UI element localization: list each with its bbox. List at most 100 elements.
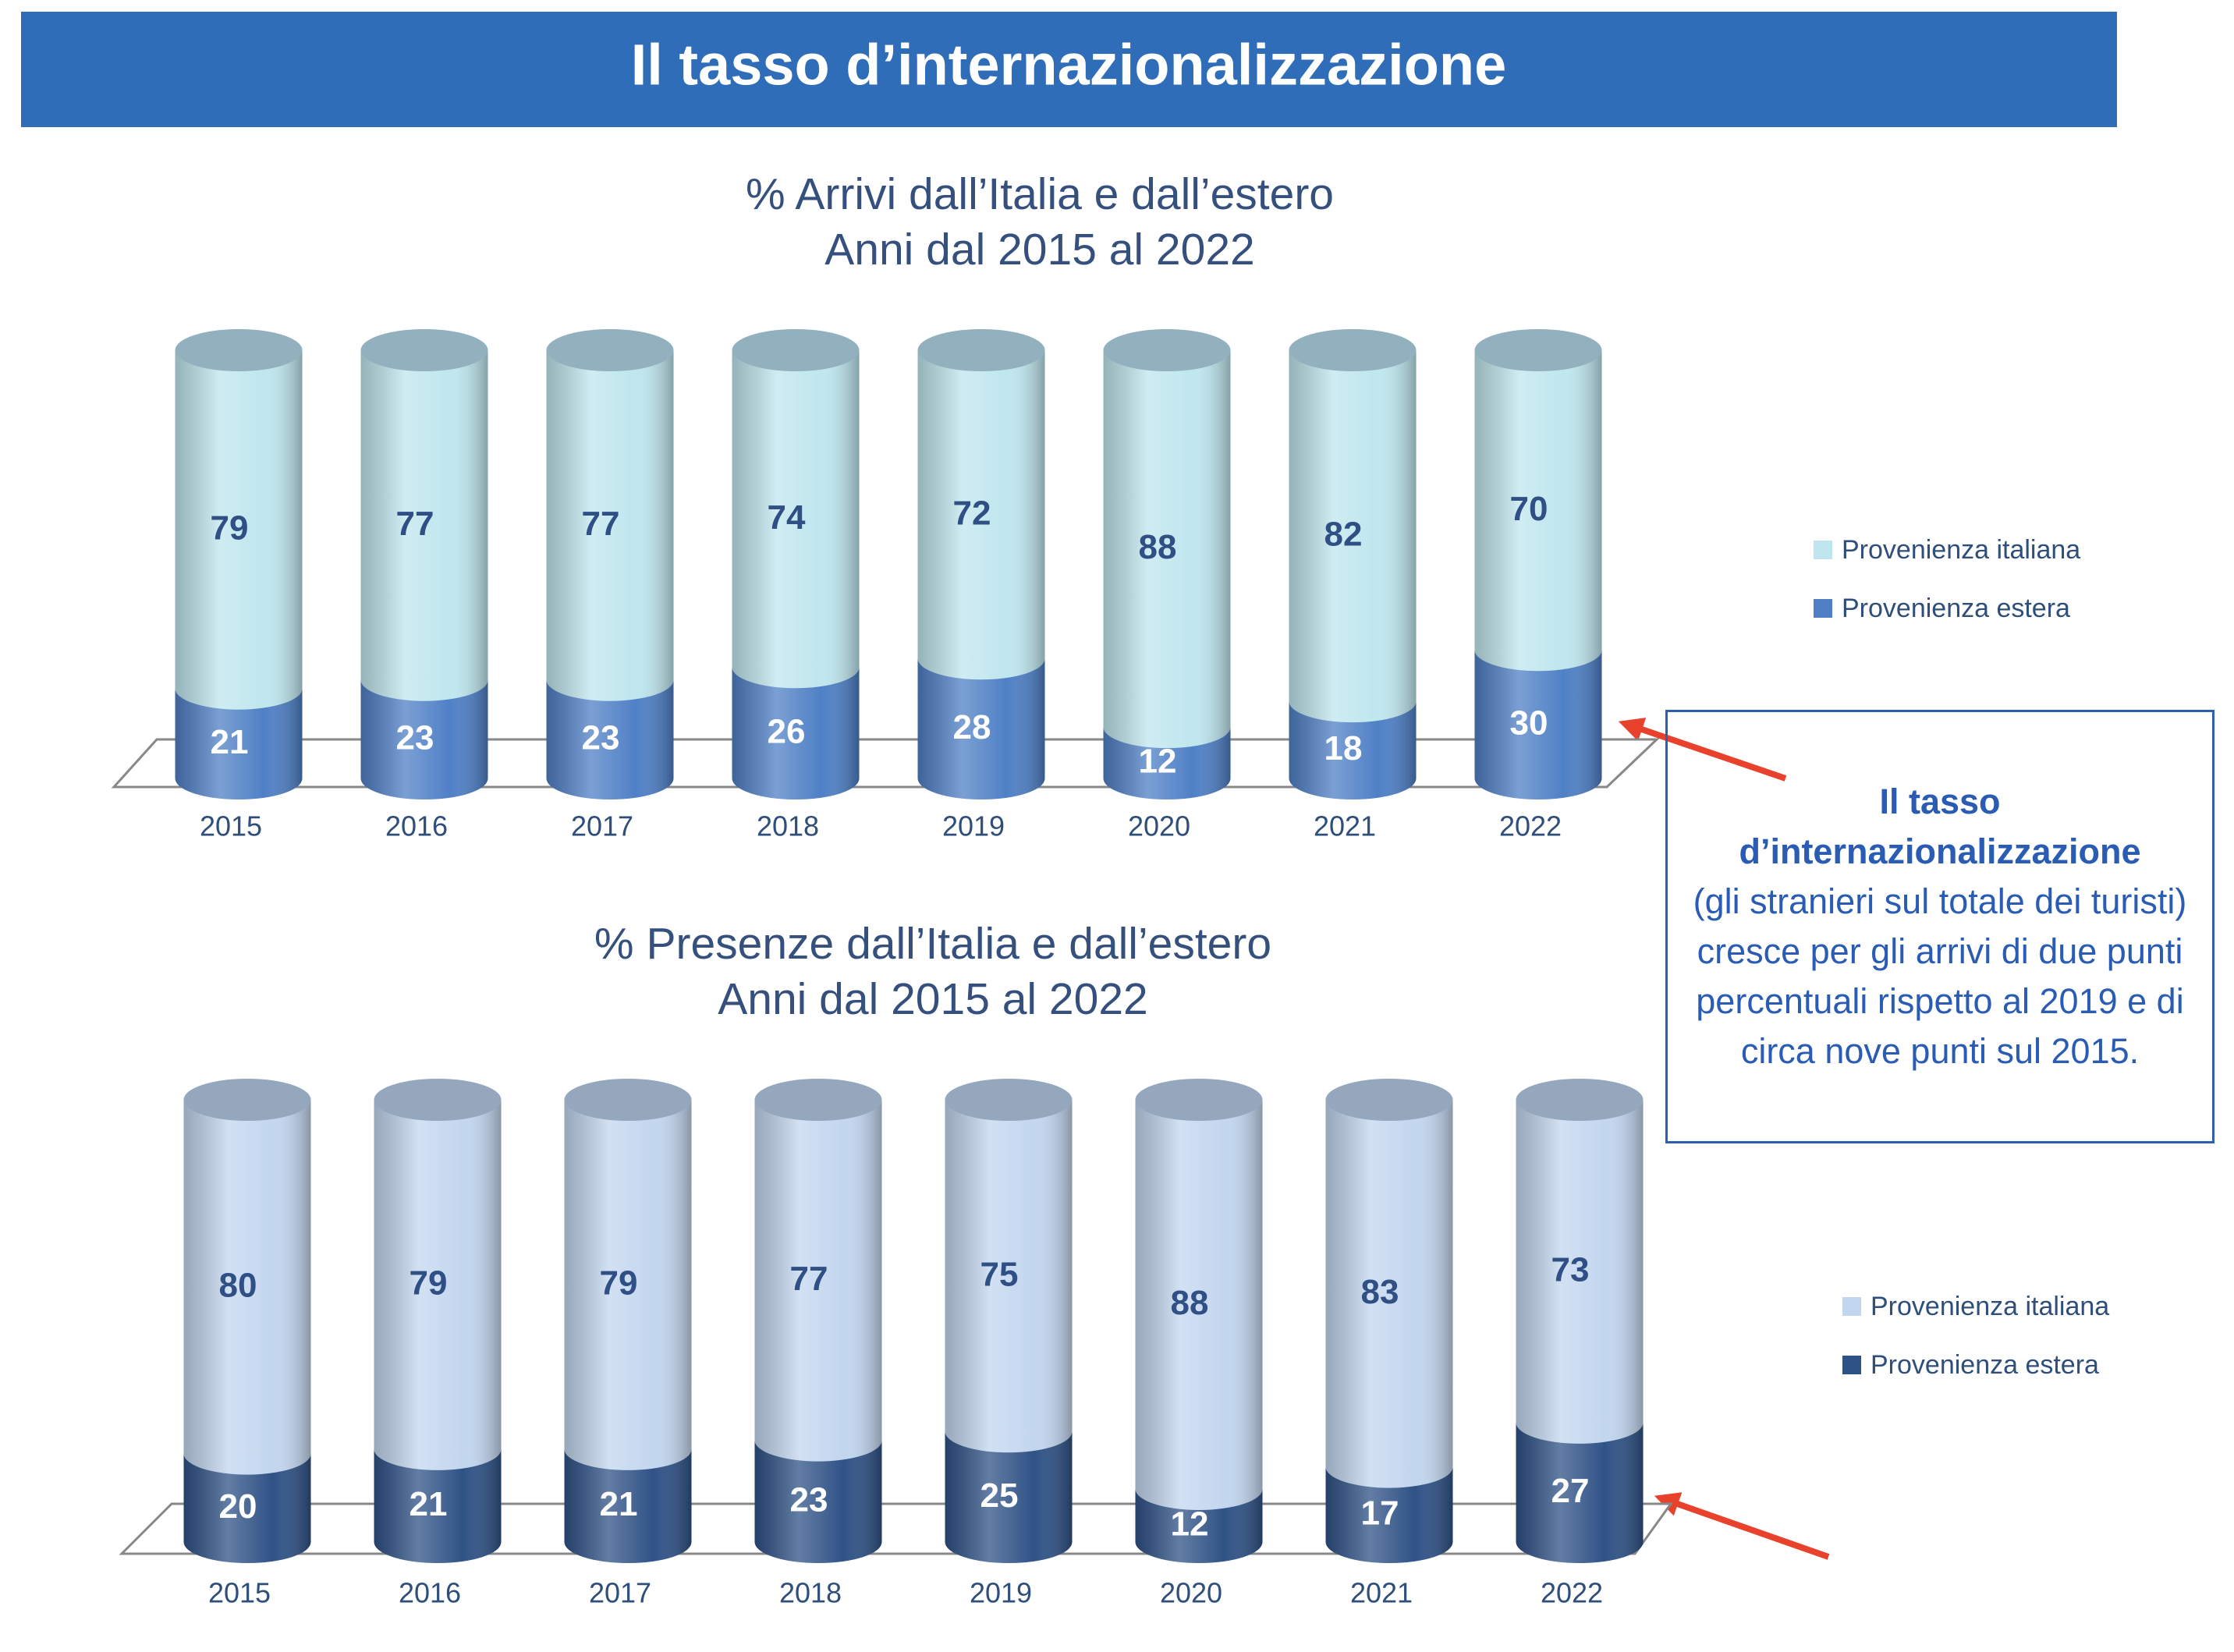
bar-shade bbox=[917, 350, 1045, 659]
cylinder-cap-shade bbox=[1325, 1079, 1453, 1121]
value-label: 18 bbox=[1324, 729, 1363, 768]
cylinder-cap-shade bbox=[1516, 1079, 1644, 1121]
value-label: 21 bbox=[211, 723, 249, 761]
cylinder-cap-shade bbox=[1103, 329, 1231, 371]
cylinder-cap bbox=[546, 329, 674, 371]
callout-box: Il tasso d’internazionalizzazione (gli s… bbox=[1665, 710, 2214, 1143]
cylinder-cap bbox=[564, 1079, 692, 1121]
cylinder-cap-shade bbox=[564, 1079, 692, 1121]
cylinder-cap-shade bbox=[374, 1079, 502, 1121]
cylinder-cap bbox=[917, 329, 1045, 371]
cylinder-cap bbox=[1516, 1079, 1644, 1121]
bar-shade bbox=[183, 1100, 311, 1454]
cylinder-cap-shade bbox=[1289, 329, 1417, 371]
x-tick-label: 2016 bbox=[399, 1577, 461, 1609]
value-label: 28 bbox=[953, 708, 991, 746]
value-label: 88 bbox=[1171, 1284, 1209, 1322]
value-label: 77 bbox=[790, 1260, 828, 1298]
cylinder-cap bbox=[754, 1079, 882, 1121]
legend-label: Provenienza italiana bbox=[1871, 1292, 2109, 1321]
value-label: 88 bbox=[1139, 528, 1177, 566]
value-label: 12 bbox=[1139, 743, 1177, 781]
chart-title: % Arrivi dall’Italia e dall’estero bbox=[746, 169, 1334, 219]
bar-shade bbox=[1474, 350, 1602, 651]
value-label: 74 bbox=[768, 498, 806, 537]
cylinder-cap bbox=[175, 329, 303, 371]
bar-shade bbox=[564, 1100, 692, 1449]
legend-swatch bbox=[1842, 1297, 1861, 1316]
cylinder-cap bbox=[374, 1079, 502, 1121]
x-tick-label: 2015 bbox=[208, 1577, 271, 1609]
cylinder-cap-shade bbox=[732, 329, 860, 371]
x-tick-label: 2017 bbox=[589, 1577, 651, 1609]
x-tick-label: 2019 bbox=[942, 810, 1005, 842]
header-banner bbox=[21, 12, 2117, 127]
cylinder-cap bbox=[1135, 1079, 1263, 1121]
value-label: 23 bbox=[582, 718, 620, 757]
cylinder-cap-shade bbox=[917, 329, 1045, 371]
value-label: 17 bbox=[1361, 1494, 1399, 1532]
cylinder-cap-shade bbox=[1474, 329, 1602, 371]
bar-shade bbox=[754, 1100, 882, 1441]
value-label: 23 bbox=[790, 1480, 828, 1519]
legend-swatch bbox=[1814, 599, 1832, 618]
value-label: 75 bbox=[980, 1255, 1019, 1293]
header-title: Il tasso d’internazionalizzazione bbox=[631, 33, 1507, 97]
x-tick-label: 2017 bbox=[571, 810, 633, 842]
bar-shade bbox=[360, 350, 488, 680]
legend-label: Provenienza estera bbox=[1842, 594, 2070, 623]
value-label: 23 bbox=[396, 718, 434, 757]
value-label: 73 bbox=[1551, 1251, 1590, 1289]
cylinder-cap-shade bbox=[945, 1079, 1073, 1121]
bar-shade bbox=[1325, 1100, 1453, 1467]
value-label: 79 bbox=[410, 1264, 448, 1303]
value-label: 83 bbox=[1361, 1273, 1399, 1311]
value-label: 79 bbox=[600, 1264, 638, 1303]
x-tick-label: 2015 bbox=[200, 810, 262, 842]
value-label: 27 bbox=[1551, 1472, 1590, 1510]
value-label: 26 bbox=[768, 712, 806, 750]
value-label: 25 bbox=[980, 1477, 1019, 1515]
value-label: 72 bbox=[953, 494, 991, 532]
cylinder-cap bbox=[945, 1079, 1073, 1121]
cylinder-cap bbox=[1325, 1079, 1453, 1121]
bar-shade bbox=[1516, 1100, 1644, 1423]
value-label: 12 bbox=[1171, 1505, 1209, 1544]
x-tick-label: 2018 bbox=[779, 1577, 842, 1609]
x-tick-label: 2022 bbox=[1541, 1577, 1603, 1609]
callout-content: Il tasso d’internazionalizzazione (gli s… bbox=[1683, 777, 2197, 1076]
cylinder-cap-shade bbox=[183, 1079, 311, 1121]
bar-shade bbox=[945, 1100, 1073, 1432]
chart-title: % Presenze dall’Italia e dall’estero bbox=[594, 919, 1271, 969]
bar-shade bbox=[175, 350, 303, 689]
cylinder-cap bbox=[1474, 329, 1602, 371]
bar-shade bbox=[1103, 350, 1231, 728]
floor bbox=[111, 738, 1660, 789]
cylinder-cap-shade bbox=[754, 1079, 882, 1121]
bar-shade bbox=[374, 1100, 502, 1449]
arrow bbox=[1618, 718, 1787, 782]
chart-subtitle: Anni dal 2015 al 2022 bbox=[718, 974, 1147, 1024]
x-tick-label: 2019 bbox=[970, 1577, 1032, 1609]
cylinder-cap bbox=[1289, 329, 1417, 371]
bar-shade bbox=[1135, 1100, 1263, 1489]
value-label: 30 bbox=[1510, 704, 1548, 742]
value-label: 77 bbox=[582, 505, 620, 543]
value-label: 70 bbox=[1510, 490, 1548, 528]
legend-label: Provenienza italiana bbox=[1842, 535, 2080, 565]
cylinder-cap bbox=[360, 329, 488, 371]
value-label: 21 bbox=[600, 1485, 638, 1523]
value-label: 21 bbox=[410, 1485, 448, 1523]
bar-shade bbox=[1289, 350, 1417, 702]
bar-shade bbox=[732, 350, 860, 668]
x-tick-label: 2016 bbox=[385, 810, 448, 842]
x-tick-label: 2020 bbox=[1128, 810, 1190, 842]
value-label: 79 bbox=[211, 509, 249, 547]
value-label: 82 bbox=[1324, 516, 1363, 554]
x-tick-label: 2021 bbox=[1350, 1577, 1413, 1609]
legend-label: Provenienza estera bbox=[1871, 1350, 2099, 1380]
x-tick-label: 2022 bbox=[1499, 810, 1562, 842]
cylinder-cap-shade bbox=[175, 329, 303, 371]
